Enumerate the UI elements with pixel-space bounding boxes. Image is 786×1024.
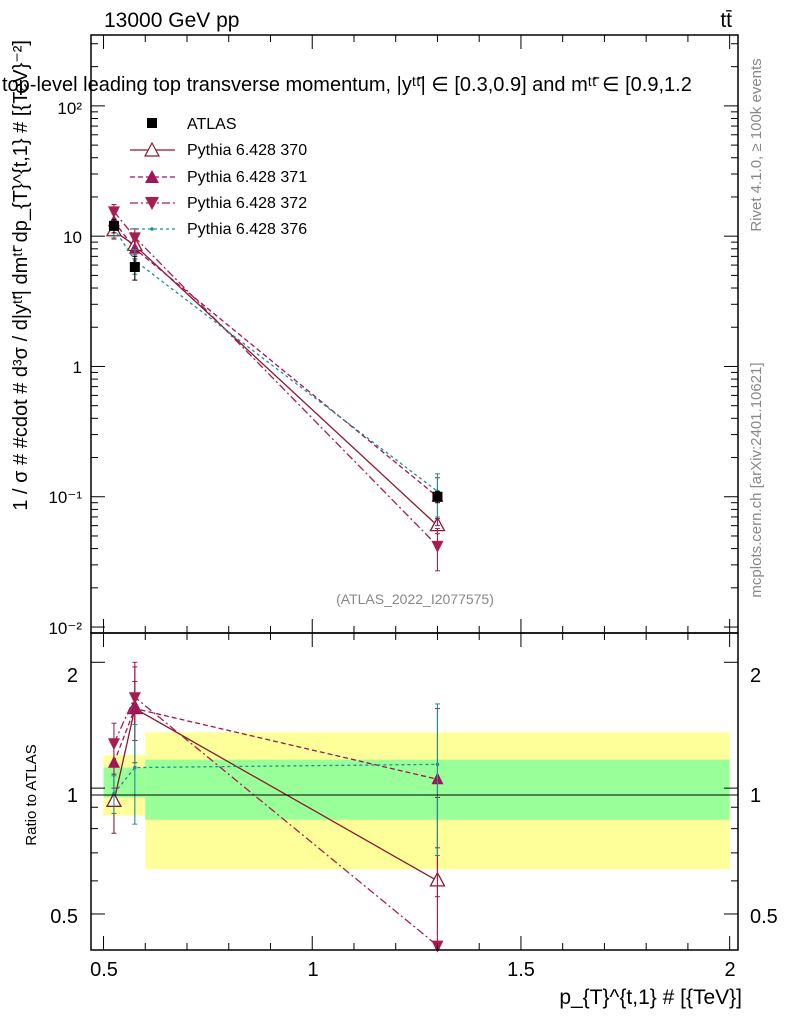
y-axis-label-ratio: Ratio to ATLAS bbox=[23, 744, 40, 845]
pythia-371-main-line bbox=[113, 220, 438, 498]
atlas-point-1 bbox=[129, 261, 140, 272]
legend-entry-pythia-372: Pythia 6.428 372 bbox=[130, 195, 307, 212]
pythia-372-ratio-point-1 bbox=[128, 692, 141, 705]
y-tick-label-main-10: 10 bbox=[63, 228, 82, 247]
legend-marker-pythia-376 bbox=[150, 227, 154, 231]
x-tick-label-1: 1 bbox=[307, 959, 318, 981]
legend: ATLAS Pythia 6.428 370 Pythia 6.428 371 … bbox=[130, 116, 307, 238]
legend-entry-atlas: ATLAS bbox=[147, 116, 237, 133]
pythia-372-main-point-1 bbox=[128, 232, 141, 245]
legend-marker-pythia-371 bbox=[145, 170, 159, 183]
legend-marker-pythia-370 bbox=[143, 141, 161, 157]
y-tick-label-main-1e-2: 10⁻² bbox=[48, 619, 82, 638]
pythia-372-main-point-0 bbox=[107, 206, 120, 219]
pythia-376-ratio-line bbox=[113, 763, 438, 795]
y-tick-label-main-100: 10² bbox=[57, 99, 82, 118]
y-axis-label-main: 1 / σ # #cdot # d³σ / d|yᵗᵗ̄| dmᵗᵗ̄ dp_{… bbox=[10, 40, 32, 511]
legend-marker-pythia-372 bbox=[145, 197, 159, 210]
legend-label-pythia-376: Pythia 6.428 376 bbox=[187, 221, 307, 238]
x-axis-label: p_{T}^{t,1} # [{TeV}] bbox=[559, 986, 742, 1009]
legend-marker-atlas bbox=[147, 118, 157, 128]
legend-entry-pythia-371: Pythia 6.428 371 bbox=[130, 169, 307, 186]
pythia-372-main-line bbox=[113, 210, 438, 547]
y-tick-label-main-1e-1: 10⁻¹ bbox=[48, 488, 82, 507]
pythia-372-ratio-point-0 bbox=[107, 738, 120, 751]
pythia-376-ratio-point-2 bbox=[435, 762, 440, 767]
process-label: tt̄ bbox=[720, 9, 732, 32]
atlas-point-0 bbox=[108, 220, 119, 231]
y-tick-label-ratio-0.5: 0.5 bbox=[50, 906, 78, 928]
y-tick-label-ratio-2: 2 bbox=[67, 665, 78, 687]
rivet-version-label: Rivet 4.1.0, ≥ 100k events bbox=[748, 58, 765, 231]
x-tick-label-2: 2 bbox=[724, 959, 735, 981]
analysis-watermark: (ATLAS_2022_I2077575) bbox=[336, 591, 494, 607]
plot-series bbox=[105, 204, 446, 953]
legend-label-pythia-371: Pythia 6.428 371 bbox=[187, 169, 307, 186]
legend-label-pythia-372: Pythia 6.428 372 bbox=[187, 195, 307, 212]
legend-label-pythia-370: Pythia 6.428 370 bbox=[187, 142, 307, 159]
x-tick-label-1.5: 1.5 bbox=[507, 959, 535, 981]
pythia-370-main-line bbox=[113, 230, 438, 527]
legend-label-atlas: ATLAS bbox=[187, 116, 237, 133]
y-tick-label-ratio-right-0.5: 0.5 bbox=[750, 906, 778, 928]
y-tick-label-ratio-1: 1 bbox=[67, 785, 78, 807]
pythia-376-ratio-point-1 bbox=[133, 765, 137, 770]
energy-label: 13000 GeV pp bbox=[104, 9, 239, 32]
y-tick-label-main-1: 1 bbox=[73, 358, 82, 377]
plot-title: top-level leading top transverse momentu… bbox=[2, 74, 692, 96]
legend-entry-pythia-376: Pythia 6.428 376 bbox=[130, 221, 307, 238]
ratio-uncertainty-bands bbox=[103, 732, 730, 870]
axis-ticks bbox=[91, 35, 738, 950]
y-tick-label-ratio-right-2: 2 bbox=[750, 665, 761, 687]
legend-entry-pythia-370: Pythia 6.428 370 bbox=[130, 141, 307, 159]
atlas-point-2 bbox=[432, 491, 443, 502]
y-tick-label-ratio-right-1: 1 bbox=[750, 785, 761, 807]
pythia-372-main-point-2 bbox=[431, 540, 444, 553]
ratio-plot-frame bbox=[90, 632, 739, 951]
x-tick-label-0.5: 0.5 bbox=[90, 959, 118, 981]
pythia-376-main-line bbox=[113, 227, 438, 492]
mcplots-source-label: mcplots.cern.ch [arXiv:2401.10621] bbox=[748, 362, 765, 597]
